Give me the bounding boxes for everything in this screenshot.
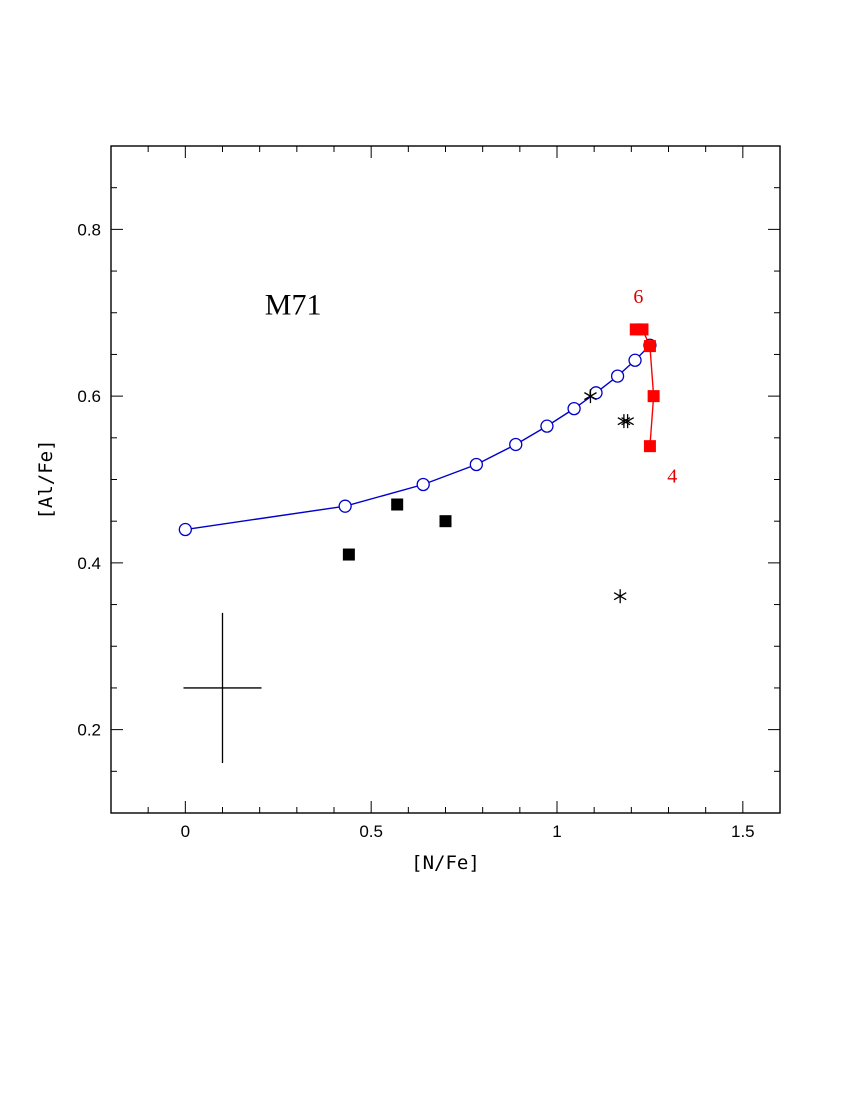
filled-square-point bbox=[636, 323, 649, 336]
y-tick-label: 0.8 bbox=[77, 220, 101, 239]
x-tick-label: 0.5 bbox=[359, 822, 383, 841]
x-tick-label: 1 bbox=[552, 822, 561, 841]
open-circle-point bbox=[509, 437, 523, 452]
plot-frame bbox=[110, 145, 781, 814]
open-circle-point bbox=[628, 353, 642, 367]
data-points bbox=[178, 323, 660, 763]
open-circle-point bbox=[338, 499, 352, 513]
open-circle-point bbox=[469, 457, 483, 472]
x-axis-label: [N/Fe] bbox=[411, 852, 480, 874]
filled-square-point bbox=[342, 548, 355, 561]
filled-square-point bbox=[643, 340, 656, 353]
y-tick-label: 0.2 bbox=[77, 721, 101, 740]
asterisk-point bbox=[613, 589, 627, 604]
asterisk-stroke bbox=[584, 392, 597, 401]
open-circle-point bbox=[567, 401, 581, 416]
annotation-label: 4 bbox=[667, 465, 677, 487]
axis-ticks bbox=[110, 145, 781, 814]
asterisk-point bbox=[584, 389, 597, 404]
series-line-0 bbox=[185, 344, 651, 531]
filled-square-point bbox=[647, 390, 660, 403]
asterisk-stroke bbox=[621, 417, 635, 426]
asterisk-point bbox=[621, 414, 635, 429]
asterisk-stroke bbox=[613, 592, 627, 601]
x-tick-label: 1.5 bbox=[731, 822, 755, 841]
open-circle-point bbox=[610, 369, 625, 383]
series-lines bbox=[185, 328, 655, 531]
open-circle-point bbox=[540, 419, 554, 433]
filled-square-point bbox=[643, 440, 656, 453]
y-tick-label: 0.4 bbox=[77, 554, 101, 573]
open-circle-point bbox=[416, 477, 430, 492]
filled-square-point bbox=[391, 498, 404, 511]
y-tick-label: 0.6 bbox=[77, 387, 101, 406]
cluster-label: M71 bbox=[265, 288, 322, 321]
annotation-label: 6 bbox=[633, 286, 643, 308]
filled-square-point bbox=[439, 515, 452, 528]
y-axis-label: [Al/Fe] bbox=[35, 439, 57, 519]
x-tick-label: 0 bbox=[181, 822, 190, 841]
chart-text: 0 0.5 1 1.5 0.2 0.4 0.6 0.8 M71 6 4 bbox=[77, 220, 754, 841]
open-circle-point bbox=[178, 522, 192, 537]
